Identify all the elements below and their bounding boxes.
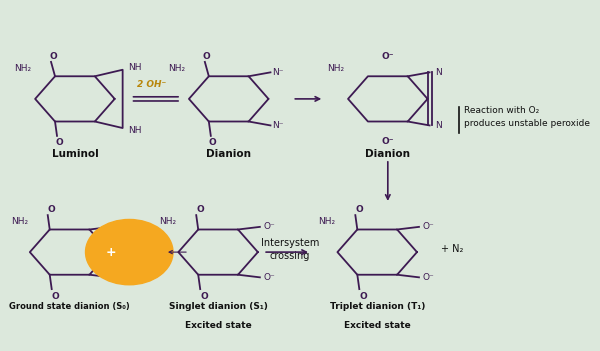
- Text: N: N: [436, 68, 442, 77]
- Text: O: O: [49, 52, 57, 61]
- Text: NH: NH: [128, 126, 142, 135]
- Text: NH₂: NH₂: [159, 217, 176, 226]
- Text: O: O: [55, 138, 63, 147]
- Text: O: O: [359, 292, 367, 301]
- Text: Intersystem
crossing: Intersystem crossing: [260, 238, 319, 261]
- Text: + N₂: + N₂: [441, 245, 463, 254]
- Text: O⁻: O⁻: [264, 273, 275, 282]
- Text: O⁻: O⁻: [423, 273, 435, 282]
- Text: NH₂: NH₂: [168, 64, 185, 73]
- Text: O⁻: O⁻: [115, 273, 127, 282]
- Text: Dianion: Dianion: [365, 148, 410, 159]
- Text: Reaction with O₂
produces unstable peroxide: Reaction with O₂ produces unstable perox…: [464, 106, 590, 128]
- Text: Singlet dianion (S₁): Singlet dianion (S₁): [169, 302, 268, 311]
- Text: O: O: [203, 52, 211, 61]
- Text: O: O: [196, 205, 204, 214]
- Text: O: O: [48, 205, 56, 214]
- Text: O: O: [52, 292, 59, 301]
- Text: O⁻: O⁻: [382, 52, 394, 61]
- Text: O⁻: O⁻: [264, 223, 275, 231]
- Text: +: +: [106, 246, 116, 259]
- Text: NH₂: NH₂: [11, 217, 28, 226]
- Text: NH₂: NH₂: [319, 217, 335, 226]
- Text: NH₂: NH₂: [14, 64, 31, 73]
- Text: NH: NH: [128, 62, 142, 72]
- Text: O⁻: O⁻: [382, 137, 394, 146]
- Text: O: O: [355, 205, 363, 214]
- Text: O⁻: O⁻: [423, 223, 435, 231]
- Text: Triplet dianion (T₁): Triplet dianion (T₁): [329, 302, 425, 311]
- Text: N⁻: N⁻: [272, 68, 284, 77]
- Text: N: N: [436, 121, 442, 130]
- Text: O: O: [200, 292, 208, 301]
- Text: Dianion: Dianion: [206, 148, 251, 159]
- Text: 2 OH⁻: 2 OH⁻: [137, 80, 166, 89]
- Text: O: O: [209, 138, 217, 147]
- Text: N⁻: N⁻: [272, 121, 284, 130]
- Text: Luminol: Luminol: [52, 148, 98, 159]
- Ellipse shape: [86, 219, 173, 285]
- Text: Ground state dianion (S₀): Ground state dianion (S₀): [9, 302, 130, 311]
- Text: Excited state: Excited state: [185, 321, 251, 330]
- Text: NH₂: NH₂: [327, 64, 344, 73]
- Text: Excited state: Excited state: [344, 321, 410, 330]
- Text: O⁻: O⁻: [115, 223, 127, 231]
